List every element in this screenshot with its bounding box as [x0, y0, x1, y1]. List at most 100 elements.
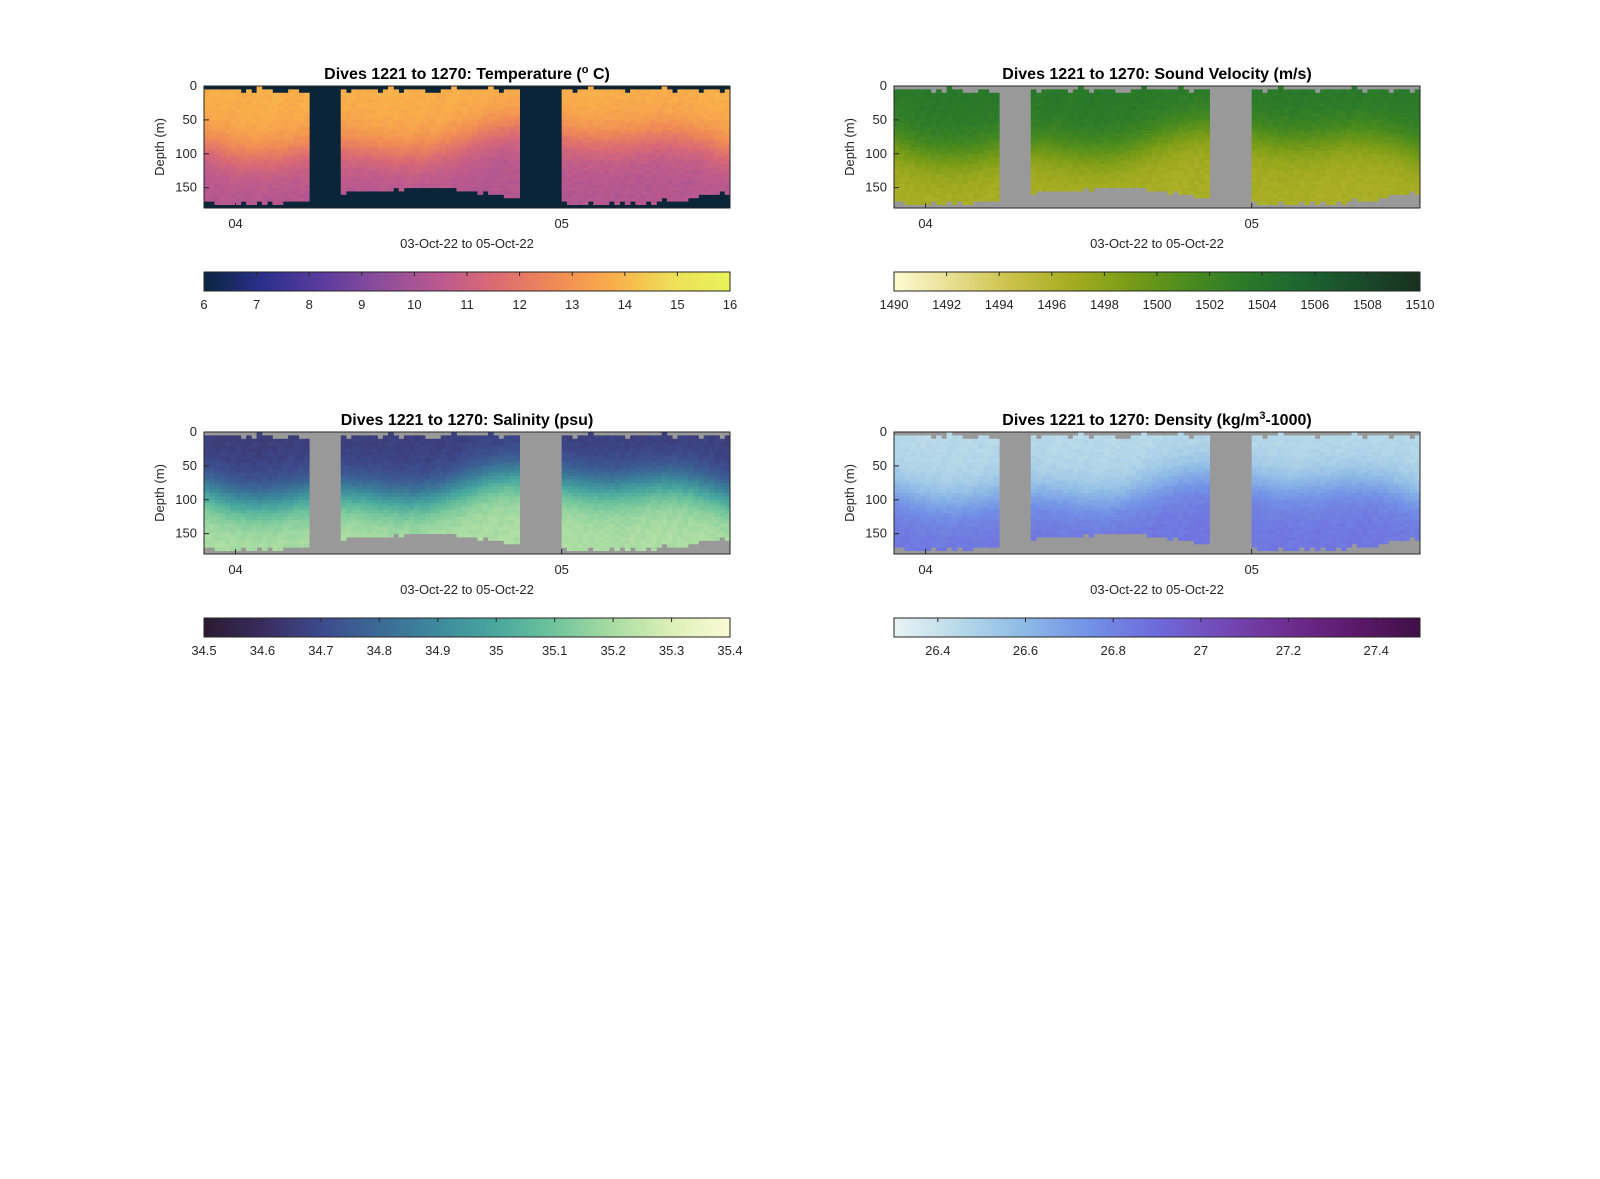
heatmap-cell — [1062, 92, 1068, 97]
heatmap-cell — [430, 99, 436, 104]
heatmap-cell — [1120, 96, 1126, 100]
heatmap-cell — [503, 99, 510, 104]
heatmap-cell — [1135, 99, 1142, 104]
heatmap-cell — [941, 150, 947, 155]
heatmap-cell — [1093, 130, 1100, 134]
heatmap-cell — [909, 89, 916, 94]
heatmap-cell — [993, 147, 1000, 151]
heatmap-cell — [514, 191, 520, 195]
heatmap-cell — [920, 96, 926, 100]
heatmap-cell — [214, 184, 221, 189]
heatmap-cell — [1120, 123, 1126, 128]
heatmap-cell — [282, 119, 289, 124]
heatmap-cell — [1199, 130, 1205, 134]
heatmap-cell — [409, 116, 415, 121]
heatmap-cell — [724, 126, 731, 131]
heatmap-cell — [440, 153, 447, 158]
heatmap-cell — [1083, 136, 1090, 141]
heatmap-cell — [346, 143, 352, 148]
heatmap-cell — [430, 116, 436, 121]
heatmap-cell — [451, 106, 457, 111]
heatmap-cell — [1320, 197, 1326, 202]
heatmap-cell — [445, 157, 452, 161]
heatmap-cell — [1293, 140, 1300, 145]
heatmap-cell — [724, 106, 731, 111]
heatmap-cell — [962, 136, 969, 141]
heatmap-cell — [967, 170, 974, 175]
heatmap-cell — [503, 174, 510, 178]
heatmap-cell — [1304, 170, 1310, 175]
heatmap-cell — [340, 170, 347, 175]
heatmap-cell — [915, 184, 921, 189]
heatmap-cell — [957, 126, 963, 131]
heatmap-cell — [293, 106, 300, 111]
heatmap-cell — [293, 109, 300, 114]
heatmap-cell — [424, 109, 431, 114]
heatmap-cell — [240, 113, 247, 117]
heatmap-cell — [261, 197, 268, 202]
heatmap-cell — [424, 96, 431, 100]
heatmap-cell — [1036, 170, 1042, 175]
heatmap-cell — [1256, 187, 1263, 192]
heatmap-cell — [1146, 130, 1153, 134]
heatmap-cell — [477, 106, 484, 111]
heatmap-cell — [635, 177, 641, 182]
heatmap-cell — [1057, 157, 1063, 161]
heatmap-cell — [962, 197, 969, 202]
heatmap-cell — [962, 150, 969, 155]
heatmap-cell — [566, 133, 573, 138]
heatmap-cell — [477, 102, 484, 107]
heatmap-cell — [393, 160, 400, 165]
heatmap-cell — [593, 194, 599, 199]
heatmap-cell — [708, 136, 715, 141]
heatmap-cell — [1083, 170, 1090, 175]
heatmap-cell — [598, 143, 605, 148]
heatmap-cell — [598, 167, 605, 172]
heatmap-cell — [1304, 113, 1310, 117]
heatmap-cell — [1072, 160, 1079, 165]
heatmap-cell — [614, 106, 620, 111]
heatmap-cell — [703, 109, 710, 114]
heatmap-cell — [367, 163, 373, 168]
heatmap-cell — [388, 177, 394, 182]
heatmap-cell — [714, 99, 720, 104]
heatmap-cell — [282, 174, 289, 178]
heatmap-cell — [587, 160, 594, 165]
heatmap-cell — [467, 167, 473, 172]
heatmap-cell — [587, 187, 594, 192]
heatmap-cell — [1325, 123, 1331, 128]
heatmap-cell — [1277, 163, 1284, 168]
heatmap-cell — [246, 194, 252, 199]
heatmap-cell — [894, 194, 900, 199]
heatmap-cell — [1330, 150, 1337, 155]
heatmap-cell — [256, 177, 263, 182]
heatmap-cell — [477, 163, 484, 168]
heatmap-cell — [298, 136, 305, 141]
heatmap-cell — [724, 136, 731, 141]
heatmap-cell — [251, 197, 257, 202]
heatmap-cell — [451, 174, 457, 178]
heatmap-cell — [587, 143, 594, 148]
heatmap-cell — [346, 163, 352, 168]
heatmap-cell — [1135, 109, 1142, 114]
heatmap-cell — [640, 92, 647, 97]
heatmap-cell — [1146, 167, 1153, 172]
heatmap-cell — [419, 163, 426, 168]
heatmap-cell — [572, 174, 578, 178]
heatmap-cell — [451, 140, 457, 145]
heatmap-cell — [1320, 191, 1326, 195]
heatmap-cell — [493, 160, 499, 165]
heatmap-cell — [214, 126, 221, 131]
heatmap-cell — [1320, 116, 1326, 121]
heatmap-cell — [209, 123, 215, 128]
heatmap-cell — [1046, 170, 1053, 175]
heatmap-cell — [1078, 126, 1084, 131]
heatmap-cell — [1183, 187, 1189, 192]
heatmap-cell — [1299, 140, 1305, 145]
heatmap-cell — [1036, 96, 1042, 100]
heatmap-cell — [988, 136, 995, 141]
heatmap-cell — [1330, 177, 1337, 182]
heatmap-cell — [246, 180, 252, 185]
heatmap-cell — [899, 191, 905, 195]
heatmap-cell — [282, 143, 289, 148]
